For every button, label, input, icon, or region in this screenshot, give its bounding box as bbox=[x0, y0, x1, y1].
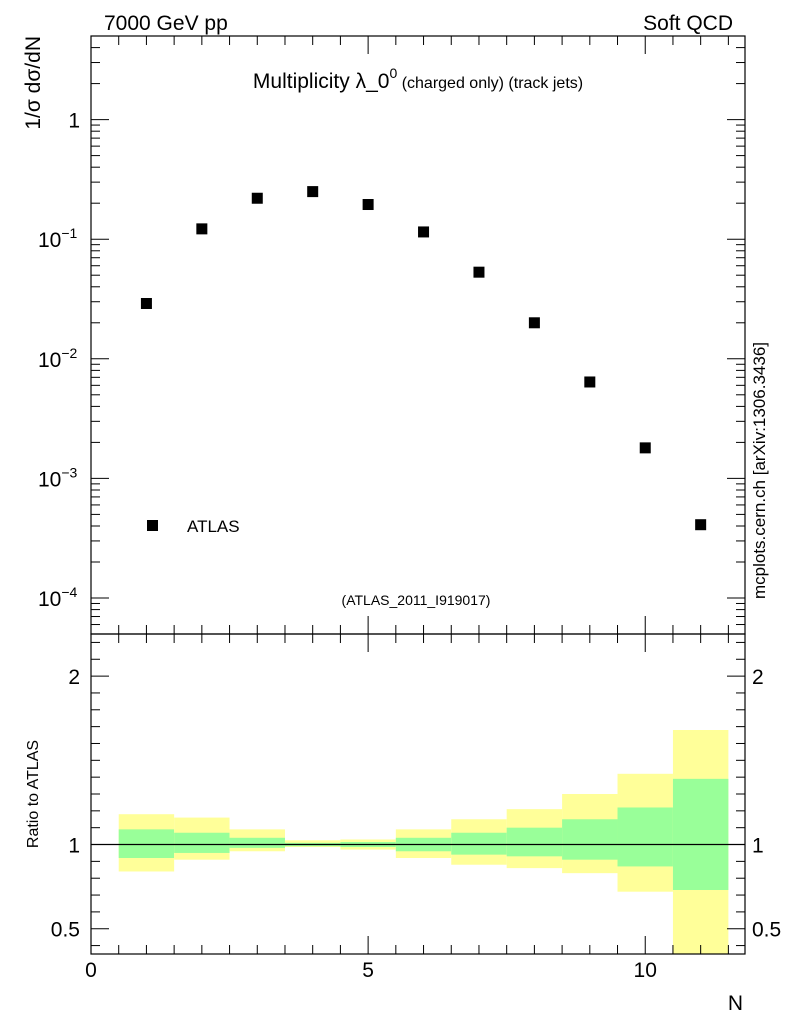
x-tick-label: 10 bbox=[634, 959, 657, 982]
data-point bbox=[196, 223, 208, 235]
ratio-y-tick-labels: 0.5 0.5 1 1 2 2 bbox=[51, 666, 781, 942]
header-left-label: 7000 GeV pp bbox=[104, 12, 228, 35]
header-right-label: Soft QCD bbox=[643, 12, 733, 35]
ratio-panel: 0.5 0.5 1 1 2 2 0 5 10 Ratio to ATLAS N bbox=[25, 633, 781, 1015]
main-panel: 1 10−1 10−2 10−3 10−4 Multiplicity λ_00 (cha… bbox=[22, 35, 746, 635]
main-y-tick-labels: 1 10−1 10−2 10−3 10−4 bbox=[38, 110, 80, 611]
main-y-tick-label: 10−3 bbox=[38, 464, 78, 491]
data-point bbox=[528, 317, 540, 329]
main-axis-ticks bbox=[90, 35, 745, 635]
inner-band-bin bbox=[617, 807, 673, 867]
inner-band-bin bbox=[672, 778, 729, 890]
ratio-y-tick-label-right: 1 bbox=[752, 835, 764, 858]
ratio-axis-ticks bbox=[90, 634, 745, 954]
ratio-y-tick-label-right: 2 bbox=[752, 666, 764, 689]
data-point bbox=[140, 297, 152, 309]
x-axis-label: N bbox=[728, 992, 743, 1015]
data-point bbox=[695, 519, 707, 531]
main-y-tick-label: 10−1 bbox=[38, 225, 78, 252]
inner-band-bin bbox=[118, 829, 175, 858]
inner-band-bin bbox=[229, 837, 285, 848]
x-tick-label: 0 bbox=[85, 959, 97, 982]
data-point bbox=[473, 266, 485, 278]
legend-marker bbox=[147, 520, 158, 531]
main-frame bbox=[90, 35, 746, 635]
main-y-tick-label: 10−2 bbox=[38, 345, 78, 372]
data-point bbox=[639, 442, 651, 454]
main-y-tick-label: 10−4 bbox=[38, 584, 78, 611]
data-point bbox=[251, 192, 263, 204]
main-data-points bbox=[140, 186, 707, 531]
main-y-tick-label: 1 bbox=[68, 110, 80, 133]
analysis-watermark: (ATLAS_2011_I919017) bbox=[342, 592, 491, 608]
inner-band-bin bbox=[451, 832, 507, 855]
main-title-superscript: 0 bbox=[389, 65, 397, 81]
data-point bbox=[584, 376, 596, 388]
ratio-uncertainty-bands bbox=[118, 730, 729, 954]
main-y-axis-label: 1/σ dσ/dN bbox=[22, 36, 45, 130]
main-title-suffix: (charged only) (track jets) bbox=[397, 75, 583, 92]
x-tick-label: 5 bbox=[362, 959, 374, 982]
inner-band-bin bbox=[562, 819, 618, 860]
ratio-x-tick-labels: 0 5 10 bbox=[85, 959, 657, 982]
inner-band-bin bbox=[174, 832, 230, 853]
ratio-y-axis-label: Ratio to ATLAS bbox=[25, 740, 42, 848]
inner-band-bin bbox=[506, 827, 563, 857]
ratio-y-tick-label-right: 0.5 bbox=[752, 919, 781, 942]
ratio-y-tick-label-left: 0.5 bbox=[51, 919, 80, 942]
ratio-frame bbox=[90, 633, 746, 955]
ratio-y-tick-label-left: 2 bbox=[68, 666, 80, 689]
data-point bbox=[307, 186, 319, 198]
data-point bbox=[362, 199, 374, 211]
ratio-y-tick-label-left: 1 bbox=[68, 835, 80, 858]
main-title: Multiplicity λ_00 (charged only) (track … bbox=[253, 65, 583, 93]
data-point bbox=[418, 226, 430, 238]
main-title-text: Multiplicity λ_0 bbox=[253, 70, 390, 93]
legend-label: ATLAS bbox=[187, 517, 240, 536]
side-note-label: mcplots.cern.ch [arXiv:1306.3436] bbox=[750, 342, 769, 599]
